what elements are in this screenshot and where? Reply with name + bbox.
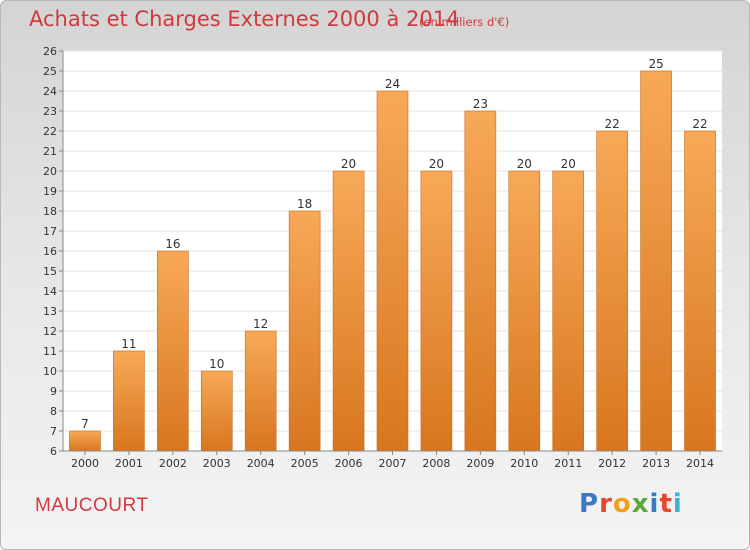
y-tick-label: 9 — [50, 385, 57, 398]
y-tick-label: 7 — [50, 425, 57, 438]
bar-2009 — [464, 110, 497, 452]
x-tick-label-2014: 2014 — [686, 457, 714, 470]
bar-2014 — [684, 130, 716, 452]
bar-2007 — [376, 90, 409, 452]
y-tick-label: 26 — [43, 45, 57, 58]
bar-2006 — [332, 170, 365, 452]
y-tick-label: 16 — [43, 245, 57, 258]
data-label-2009: 23 — [473, 97, 488, 111]
y-tick-label: 17 — [43, 225, 57, 238]
brand-letter: t — [659, 489, 673, 519]
y-tick-label: 12 — [43, 325, 57, 338]
bars — [69, 70, 716, 452]
brand-letter: P — [579, 489, 600, 519]
brand-letter: o — [612, 489, 632, 519]
data-label-2006: 20 — [341, 157, 356, 171]
y-tick-label: 18 — [43, 205, 57, 218]
data-label-2002: 16 — [165, 237, 180, 251]
x-tick-label-2001: 2001 — [115, 457, 143, 470]
bar-2008 — [420, 170, 453, 452]
brand-letter: i — [672, 489, 683, 519]
x-tick-label-2012: 2012 — [598, 457, 626, 470]
brand-letter: i — [649, 489, 660, 519]
chart-subtitle: (en milliers d'€) — [419, 15, 510, 29]
x-tick-label-2000: 2000 — [71, 457, 99, 470]
x-tick-label-2010: 2010 — [510, 457, 538, 470]
y-axis: 6 7 8 9 10 11 12 13 14 15 16 17 18 19 20 21 22 23 24 25 26 — [43, 45, 64, 458]
bar-2004 — [244, 330, 277, 452]
bar-2001 — [113, 350, 145, 452]
y-tick-label: 25 — [43, 65, 57, 78]
bar-2000 — [69, 430, 101, 452]
x-tick-label-2009: 2009 — [466, 457, 494, 470]
x-tick-label-2007: 2007 — [379, 457, 407, 470]
data-label-2010: 20 — [517, 157, 532, 171]
data-label-2003: 10 — [209, 357, 224, 371]
y-tick-label: 22 — [43, 125, 57, 138]
bar-2012 — [596, 130, 628, 452]
x-axis: 2000 2001 2002 2003 2004 2005 2006 2007 2008 2009… — [63, 450, 722, 470]
y-tick-label: 20 — [43, 165, 57, 178]
data-label-2011: 20 — [561, 157, 576, 171]
x-tick-label-2006: 2006 — [335, 457, 363, 470]
y-tick-label: 15 — [43, 265, 57, 278]
y-tick-label: 24 — [43, 85, 57, 98]
data-label-2004: 12 — [253, 317, 268, 331]
y-tick-label: 21 — [43, 145, 57, 158]
y-tick-label: 19 — [43, 185, 57, 198]
x-tick-label-2013: 2013 — [642, 457, 670, 470]
data-label-2001: 11 — [121, 337, 136, 351]
x-tick-label-2008: 2008 — [422, 457, 450, 470]
brand-logo: Proxiti — [579, 489, 683, 519]
x-tick-label-2005: 2005 — [291, 457, 319, 470]
y-tick-label: 23 — [43, 105, 57, 118]
data-label-2008: 20 — [429, 157, 444, 171]
y-tick-label: 10 — [43, 365, 57, 378]
brand-letter: r — [599, 489, 613, 519]
place-name: MAUCOURT — [35, 495, 149, 516]
x-tick-label-2004: 2004 — [247, 457, 275, 470]
data-label-2012: 22 — [605, 117, 620, 131]
y-tick-label: 14 — [43, 285, 57, 298]
bar-2003 — [200, 370, 233, 452]
x-tick-label-2002: 2002 — [159, 457, 187, 470]
y-tick-label: 6 — [50, 445, 57, 458]
data-label-2007: 24 — [385, 77, 400, 91]
bar-2013 — [640, 70, 672, 452]
x-tick-label-2003: 2003 — [203, 457, 231, 470]
data-label-2005: 18 — [297, 197, 312, 211]
y-tick-label: 13 — [43, 305, 57, 318]
brand-letter: x — [631, 489, 650, 519]
data-label-2000: 7 — [81, 417, 89, 431]
y-tick-label: 8 — [50, 405, 57, 418]
bar-2002 — [157, 250, 189, 452]
bar-2010 — [508, 170, 541, 452]
bar-2011 — [552, 170, 585, 452]
data-label-2014: 22 — [692, 117, 707, 131]
chart-title: Achats et Charges Externes 2000 à 2014 — [29, 7, 460, 31]
y-tick-label: 11 — [43, 345, 57, 358]
data-labels: 7 11 16 10 12 18 20 24 20 23 20 20 22 25 22 — [81, 57, 708, 431]
data-label-2013: 25 — [648, 57, 663, 71]
bar-2005 — [288, 210, 321, 452]
x-tick-label-2011: 2011 — [554, 457, 582, 470]
